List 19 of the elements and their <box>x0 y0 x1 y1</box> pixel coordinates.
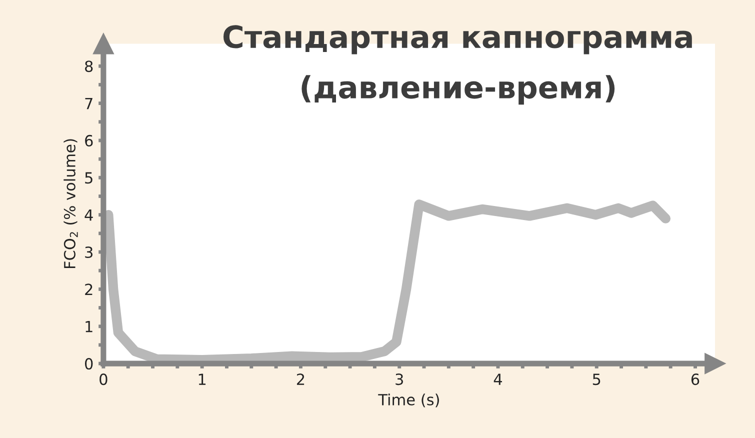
y-tick-label: 2 <box>85 284 92 295</box>
x-tick-label: 1 <box>198 374 206 385</box>
chart-title: Стандартная капнограмма (давление-время) <box>223 25 692 105</box>
x-tick-label: 3 <box>396 374 403 386</box>
x-tick-label: 6 <box>691 374 700 386</box>
y-tick-label: 6 <box>85 134 93 146</box>
x-tick-label: 0 <box>100 374 108 386</box>
y-tick-label: 0 <box>85 358 93 370</box>
y-axis-title: FCO$_{2}$ (% volume) <box>64 139 78 268</box>
y-tick-label: 3 <box>85 246 92 258</box>
x-tick-label: 2 <box>296 374 304 385</box>
x-axis-title: Time (s) <box>378 394 439 408</box>
y-tick-label: 5 <box>85 172 92 184</box>
y-tick-label: 4 <box>84 209 93 221</box>
x-tick-label: 4 <box>494 374 502 385</box>
x-tick-label: 5 <box>592 374 600 386</box>
y-tick-label: 7 <box>85 98 92 110</box>
y-tick-label: 1 <box>86 321 92 332</box>
y-tick-label: 8 <box>85 60 93 72</box>
